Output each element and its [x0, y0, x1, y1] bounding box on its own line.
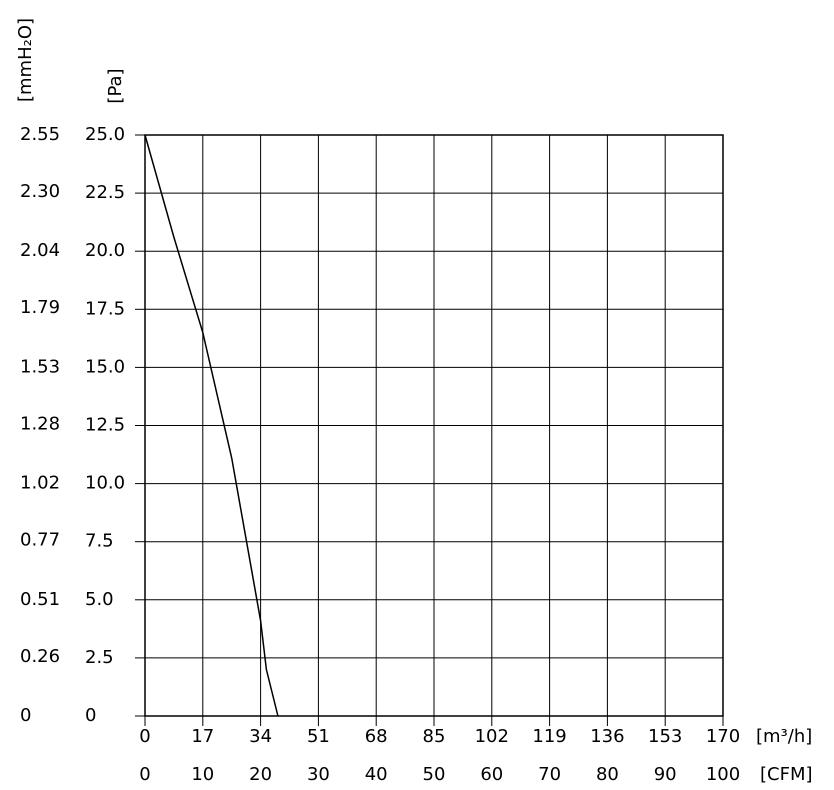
curve [144, 134, 279, 717]
y-axis-label: [Pa] [105, 68, 126, 103]
y2-tick-label: 2.55 [20, 124, 60, 145]
x-tick-label: 90 [654, 764, 677, 785]
x-tick-label: 50 [423, 764, 446, 785]
y-tick-label: 10.0 [85, 473, 125, 494]
x-tick-label: 70 [538, 764, 561, 785]
y-tick-label: 2.5 [85, 647, 114, 668]
x-tick-label: 30 [307, 764, 330, 785]
x2-tick-label: 102 [475, 726, 509, 747]
x-axis-label: [CFM] [760, 764, 813, 785]
y2-tick-label: 0.26 [20, 646, 60, 667]
y2-tick-label: 2.04 [20, 240, 60, 261]
x2-tick-label: 85 [423, 726, 446, 747]
x2-tick-label: 17 [191, 726, 214, 747]
y2-tick-label: 1.79 [20, 297, 60, 318]
x2-tick-label: 170 [706, 726, 740, 747]
y-tick-label: 15.0 [85, 356, 125, 377]
y-tick-label: 5.0 [85, 589, 114, 610]
y-tick-label: 12.5 [85, 415, 125, 436]
y2-tick-label: 1.02 [20, 473, 60, 494]
x2-tick-label: 136 [590, 726, 624, 747]
y2-tick-label: 0 [20, 705, 31, 726]
y-tick-label: 25.0 [85, 124, 125, 145]
x2-tick-label: 0 [139, 726, 150, 747]
x2-tick-label: 119 [532, 726, 566, 747]
x-tick-label: 100 [706, 764, 740, 785]
plot-frame [144, 134, 724, 717]
x-tick-label: 60 [480, 764, 503, 785]
y2-tick-label: 1.28 [20, 413, 60, 434]
x-tick-label: 20 [249, 764, 272, 785]
x2-tick-label: 153 [648, 726, 682, 747]
y-tick-label: 7.5 [85, 531, 114, 552]
x2-tick-label: 68 [365, 726, 388, 747]
x-tick-label: 40 [365, 764, 388, 785]
y-tick-label: 17.5 [85, 298, 125, 319]
y-tick-label: 22.5 [85, 182, 125, 203]
y2-axis-label: [mmH₂O] [15, 18, 36, 102]
x2-axis-label: [m³/h] [756, 726, 812, 747]
x2-tick-label: 51 [307, 726, 330, 747]
y2-tick-label: 1.53 [20, 356, 60, 377]
x-tick-label: 10 [191, 764, 214, 785]
y-tick-label: 0 [85, 705, 96, 726]
x2-tick-label: 34 [249, 726, 272, 747]
y2-tick-label: 0.77 [20, 530, 60, 551]
x-tick-label: 80 [596, 764, 619, 785]
y-tick-label: 20.0 [85, 240, 125, 261]
y2-tick-label: 0.51 [20, 589, 60, 610]
y2-tick-label: 2.30 [20, 181, 60, 202]
x-tick-label: 0 [139, 764, 150, 785]
